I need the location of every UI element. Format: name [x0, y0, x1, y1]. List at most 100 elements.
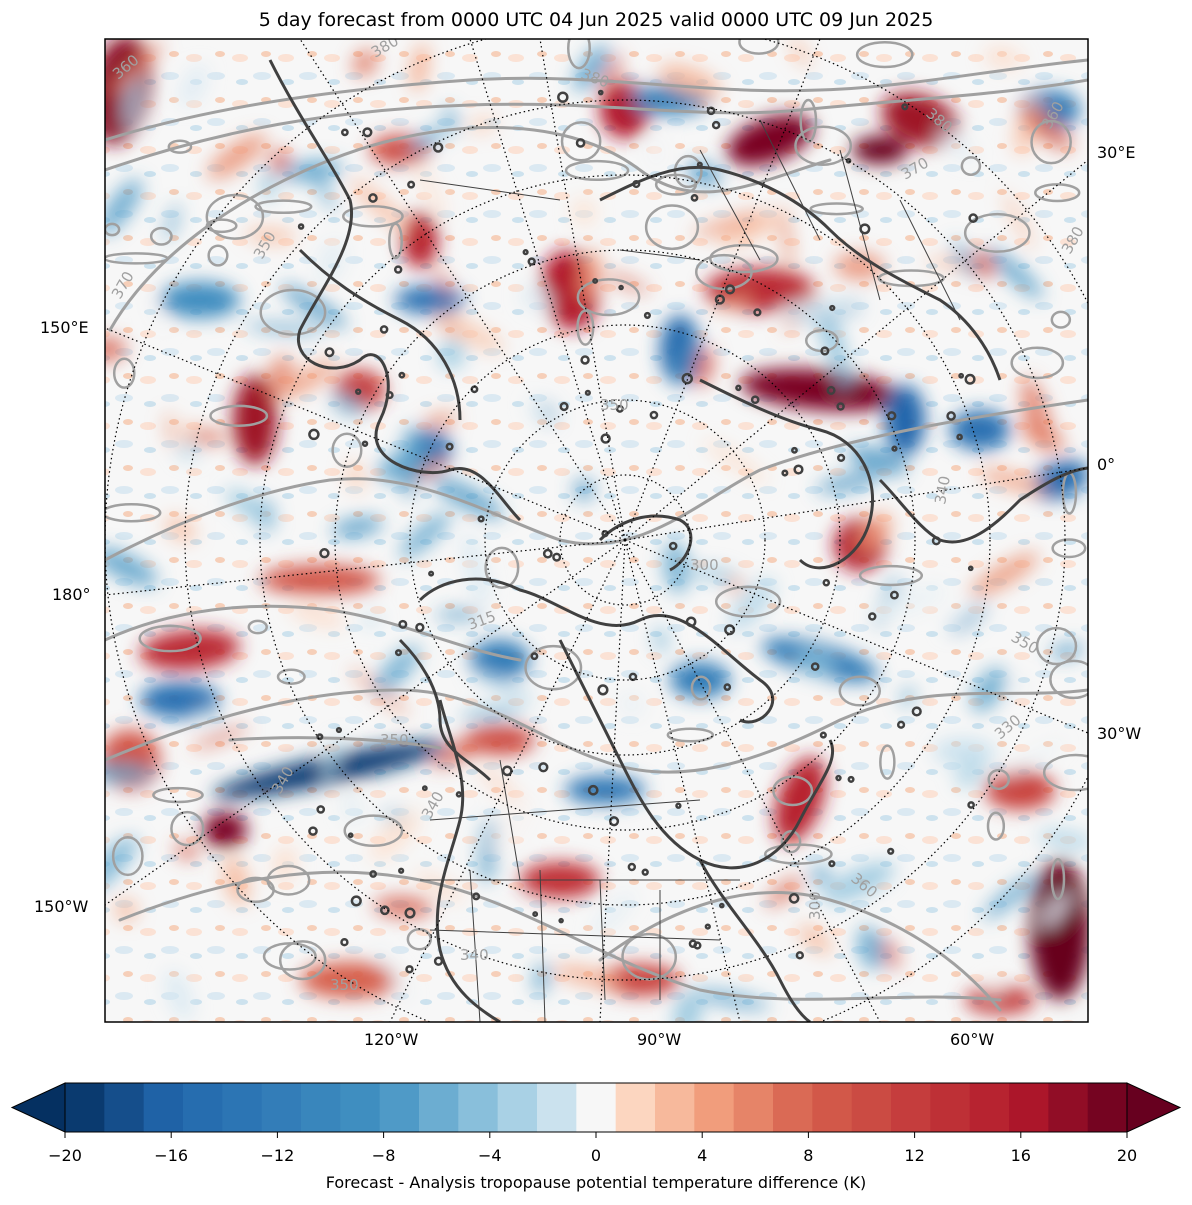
theta-contour — [105, 78, 1088, 172]
anomaly-speckle — [1019, 421, 1066, 451]
coastline — [698, 859, 811, 1022]
theta-contour — [105, 398, 1088, 562]
figure-title: 5 day forecast from 0000 UTC 04 Jun 2025… — [258, 9, 934, 31]
lon-label-150e: 150°E — [40, 318, 89, 337]
island — [347, 832, 354, 839]
island — [361, 440, 369, 447]
colorbar-cell — [65, 1083, 105, 1132]
graticule — [105, 39, 1088, 1022]
colorbar-tick-label: −12 — [260, 1146, 295, 1165]
theta-contour-loop — [170, 810, 205, 847]
theta-contour-loop — [567, 39, 591, 70]
contour-label: 340 — [460, 946, 489, 964]
lon-label-0: 0° — [1097, 455, 1116, 474]
theta-contour-loop — [262, 942, 317, 971]
island — [542, 548, 553, 559]
colorbar-tick-label: −4 — [478, 1146, 502, 1165]
island — [341, 128, 349, 137]
anomaly-speckle — [1037, 829, 1088, 851]
island — [428, 570, 435, 577]
anomaly-speckle — [345, 461, 365, 492]
coastline — [398, 638, 492, 782]
island — [690, 193, 699, 202]
temperature-difference-field — [105, 39, 1088, 1022]
coastline — [558, 639, 835, 870]
theta-contour-loop — [524, 644, 583, 691]
anomaly-speckle — [834, 373, 854, 389]
island — [911, 706, 922, 717]
island — [887, 847, 895, 855]
anomaly-speckle — [552, 965, 625, 988]
anomaly-speckle — [191, 725, 249, 750]
anomaly-speckle — [673, 991, 702, 1022]
theta-contour-loop — [794, 125, 853, 166]
theta-contour — [105, 58, 1088, 142]
anomaly-speckle — [520, 286, 554, 312]
theta-contour-loop — [963, 212, 1031, 253]
theta-contour-loop — [560, 121, 602, 162]
anomaly-speckle — [693, 347, 715, 387]
colorbar-tick-label: −8 — [371, 1146, 396, 1165]
theta-contour-loop — [205, 218, 238, 234]
island — [552, 552, 562, 562]
anomaly-speckle — [717, 213, 781, 247]
island — [822, 578, 831, 587]
colorbar-cell — [222, 1083, 263, 1132]
island — [532, 911, 539, 918]
anomaly-blob — [670, 662, 730, 698]
island — [615, 404, 624, 413]
theta-contour-loop — [986, 811, 1006, 841]
island — [889, 590, 899, 600]
colorbar-cell — [773, 1083, 813, 1132]
island — [868, 612, 877, 621]
theta-contour — [105, 688, 1088, 774]
island — [819, 731, 827, 739]
anomaly-speckle — [987, 248, 1044, 300]
theta-contour-loop — [1034, 183, 1081, 203]
anomaly-speckle — [790, 39, 811, 68]
political-border — [839, 149, 881, 301]
latitude-circle — [559, 474, 691, 606]
colorbar-tick-label: 12 — [904, 1146, 925, 1165]
anomaly-speckle — [478, 818, 499, 884]
island — [319, 548, 330, 559]
island — [964, 373, 976, 385]
theta-contour-loop — [247, 619, 268, 635]
anomaly-speckle — [261, 169, 276, 200]
island — [668, 541, 678, 551]
colorbar-cell — [1009, 1083, 1049, 1132]
political-border — [899, 199, 961, 321]
coastlines — [268, 59, 1088, 1022]
theta-contour-loop — [1050, 857, 1066, 901]
contour-label: 350 — [600, 396, 629, 414]
contour-label: 300 — [690, 556, 719, 574]
anomaly-speckle — [816, 472, 880, 493]
theta-contour — [105, 604, 522, 662]
colorbar-cell — [655, 1083, 695, 1132]
colorbar-cell — [1087, 1083, 1128, 1132]
anomaly-speckle — [105, 337, 127, 362]
island — [967, 801, 975, 809]
island — [379, 905, 390, 916]
theta-contour-loop — [858, 564, 924, 587]
colorbar-cell — [458, 1083, 499, 1132]
anomaly-speckle — [330, 392, 364, 417]
theta-contour-loop — [780, 830, 802, 854]
theta-contour — [108, 126, 832, 332]
island — [584, 389, 591, 396]
island — [530, 652, 539, 661]
anomaly-speckle — [578, 249, 601, 302]
political-border — [699, 149, 761, 261]
anomaly-speckle — [374, 645, 420, 695]
anomaly-speckle — [442, 106, 461, 132]
colorbar-cell — [851, 1083, 892, 1132]
island — [618, 284, 624, 291]
anomaly-speckle — [191, 428, 225, 446]
colorbar-tick-label: −16 — [154, 1146, 189, 1165]
colorbar-cell — [812, 1083, 853, 1132]
anomaly-speckle — [164, 516, 197, 542]
island — [472, 892, 481, 901]
theta-contour — [118, 870, 1002, 1002]
island — [316, 733, 324, 741]
latitude-circle — [184, 99, 1066, 981]
